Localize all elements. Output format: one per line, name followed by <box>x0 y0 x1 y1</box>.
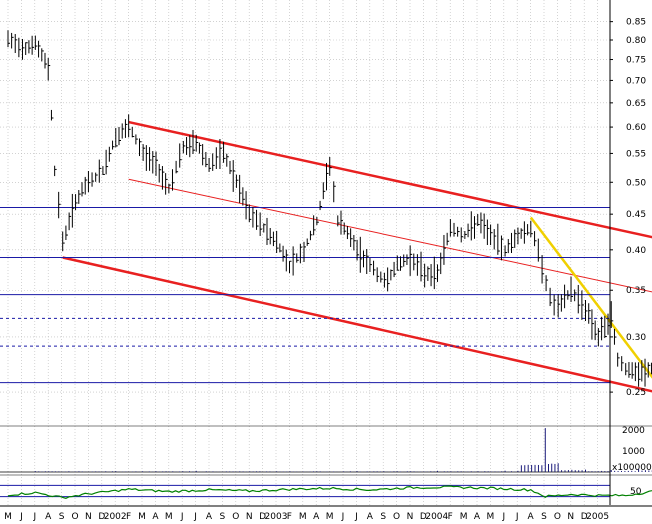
x-tick-label: J <box>180 512 184 522</box>
x-tick-label: S <box>220 512 226 522</box>
price-tick-label: 0.50 <box>626 178 646 188</box>
x-tick-label: F <box>126 512 131 522</box>
x-tick-label: M <box>165 512 173 522</box>
x-tick-label: D <box>420 512 427 522</box>
x-tick-label: J <box>19 512 23 522</box>
x-tick-label: N <box>246 512 253 522</box>
x-tick-label: O <box>393 512 400 522</box>
price-tick-label: 0.65 <box>626 99 646 109</box>
x-tick-label: 2002 <box>104 512 127 522</box>
price-tick-label: 0.35 <box>626 286 646 296</box>
price-tick-label: 0.75 <box>626 56 646 66</box>
x-tick-label: M <box>487 512 495 522</box>
x-tick-label: M <box>460 512 468 522</box>
x-tick-label: M <box>299 512 307 522</box>
volume-unit-label: x1000000 <box>612 463 652 473</box>
x-tick-label: A <box>206 512 213 522</box>
x-tick-label: D <box>259 512 266 522</box>
volume-tick-label: 2000 <box>622 426 645 436</box>
yellow-downtrend-line <box>529 216 652 379</box>
x-tick-label: A <box>528 512 535 522</box>
volume-tick-label: 1000 <box>622 447 645 457</box>
x-tick-label: 2004 <box>425 512 448 522</box>
price-tick-label: 0.80 <box>626 36 646 46</box>
price-tick-label: 0.30 <box>626 333 646 343</box>
price-tick-label: 0.60 <box>626 123 646 133</box>
price-tick-label: 0.55 <box>626 149 646 159</box>
x-tick-label: F <box>287 512 292 522</box>
x-tick-label: A <box>313 512 320 522</box>
x-tick-label: S <box>380 512 386 522</box>
x-tick-label: M <box>138 512 146 522</box>
x-tick-label: O <box>554 512 561 522</box>
price-tick-label: 0.25 <box>626 388 646 398</box>
volume-panel: 2000 1000 x1000000 <box>0 426 652 473</box>
price-tick-label: 0.70 <box>626 76 646 86</box>
price-tick-label: 0.85 <box>626 18 646 28</box>
x-tick-label: A <box>474 512 481 522</box>
x-tick-label: S <box>59 512 65 522</box>
trend-lines <box>62 120 652 393</box>
indicator-line <box>7 485 652 499</box>
grid <box>0 0 610 505</box>
x-tick-label: O <box>71 512 78 522</box>
x-tick-label: N <box>567 512 574 522</box>
price-tick-label: 0.40 <box>626 246 646 256</box>
x-tick-label: J <box>354 512 358 522</box>
price-tick-label: 0.45 <box>626 210 646 220</box>
x-tick-label: J <box>515 512 519 522</box>
x-tick-label: M <box>326 512 334 522</box>
x-tick-label: F <box>448 512 453 522</box>
x-tick-label: D <box>581 512 588 522</box>
x-tick-label: J <box>193 512 197 522</box>
channel-upper-line <box>128 120 652 239</box>
x-tick-label: J <box>32 512 36 522</box>
x-tick-label: M <box>4 512 12 522</box>
x-tick-label: N <box>407 512 414 522</box>
price-bars <box>7 30 652 387</box>
x-tick-label: A <box>367 512 374 522</box>
x-tick-label: 2003 <box>265 512 288 522</box>
x-tick-label: J <box>501 512 505 522</box>
x-tick-label: O <box>232 512 239 522</box>
x-tick-label: A <box>45 512 52 522</box>
x-tick-label: N <box>85 512 92 522</box>
channel-lower-line <box>62 256 652 393</box>
x-tick-label: D <box>98 512 105 522</box>
x-tick-label: A <box>152 512 159 522</box>
x-tick-label: J <box>341 512 345 522</box>
horizontal-levels <box>0 207 610 384</box>
x-tick-label: S <box>541 512 547 522</box>
indicator-panel: 50 <box>0 484 652 499</box>
x-tick-label: 2005 <box>586 512 609 522</box>
indicator-tick-label: 50 <box>630 487 642 497</box>
channel-mid-line <box>128 178 652 293</box>
